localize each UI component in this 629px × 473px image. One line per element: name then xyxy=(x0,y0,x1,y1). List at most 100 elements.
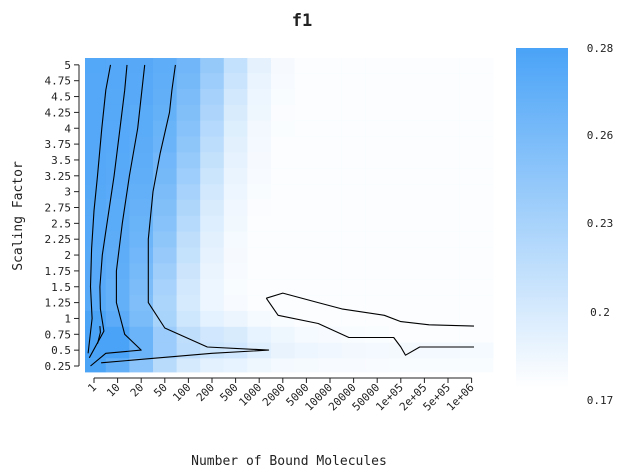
heatmap-cell xyxy=(247,72,272,89)
heatmap-cell xyxy=(294,231,319,248)
heatmap-cell xyxy=(318,278,343,296)
heatmap-cell xyxy=(200,294,225,311)
heatmap-cell xyxy=(365,136,390,153)
heatmap-cell xyxy=(365,167,390,185)
contour-line xyxy=(266,292,475,327)
y-tick-label: 3.5 xyxy=(51,154,71,167)
heatmap-cell xyxy=(271,247,295,264)
heatmap-cell xyxy=(318,310,343,327)
heatmap-cell xyxy=(389,358,413,373)
y-tick-label: 1.25 xyxy=(45,297,72,310)
heatmap-cell xyxy=(341,263,366,280)
heatmap-cell xyxy=(294,104,319,121)
heatmap-cell xyxy=(294,183,319,200)
heatmap-cell xyxy=(318,72,343,89)
heatmap-cell xyxy=(271,136,295,153)
y-tick-label: 3 xyxy=(64,186,71,199)
heatmap-cell xyxy=(247,104,272,121)
heatmap-cell xyxy=(85,120,107,137)
heatmap-cell xyxy=(247,88,272,105)
heatmap-cell xyxy=(200,88,225,105)
heatmap-cell xyxy=(412,326,437,343)
heatmap-cell xyxy=(176,326,201,343)
heatmap-cell xyxy=(412,183,437,200)
heatmap-cell xyxy=(412,88,437,105)
heatmap-cell xyxy=(223,120,248,137)
heatmap-cell xyxy=(459,342,494,359)
heatmap-cell xyxy=(459,136,494,153)
heatmap-cell xyxy=(365,72,390,89)
heatmap-cell xyxy=(365,104,390,121)
heatmap-cell xyxy=(176,310,201,327)
y-axis: 0.25 0.5 0.75 1 1.25 1.5 1.75 2 2.25 2.5 2.75 3 3.25… xyxy=(45,59,80,373)
heatmap-cell xyxy=(153,215,177,232)
heatmap-cell xyxy=(223,58,248,74)
heatmap-cell xyxy=(247,183,272,200)
heatmap-cell xyxy=(223,88,248,105)
heatmap-cell xyxy=(436,183,461,200)
y-tick-label: 1.5 xyxy=(51,281,71,294)
heatmap-cell xyxy=(153,72,177,89)
heatmap-cell xyxy=(412,358,437,373)
heatmap-cell xyxy=(318,215,343,232)
heatmap-cell xyxy=(341,72,366,89)
heatmap-cell xyxy=(129,310,154,327)
heatmap-cell xyxy=(153,263,177,280)
heatmap-cell xyxy=(247,120,272,137)
heatmap-cell xyxy=(105,263,130,280)
heatmap-cell xyxy=(200,215,225,232)
heatmap-cell xyxy=(341,231,366,248)
heatmap-cell xyxy=(176,215,201,232)
heatmap-cell xyxy=(176,263,201,280)
heatmap-cell xyxy=(129,278,154,296)
heatmap-cell xyxy=(223,358,248,373)
heatmap-cell xyxy=(105,104,130,121)
heatmap-cells xyxy=(85,58,494,373)
heatmap-cell xyxy=(389,167,413,185)
heatmap-cell xyxy=(412,167,437,185)
heatmap-cell xyxy=(153,294,177,311)
heatmap-cell xyxy=(176,120,201,137)
heatmap-cell xyxy=(294,88,319,105)
heatmap-cell xyxy=(389,120,413,137)
x-tick-label: 20 xyxy=(128,381,147,400)
heatmap-cell xyxy=(271,263,295,280)
heatmap-cell xyxy=(365,183,390,200)
colorbar-tick-label: 0.17 xyxy=(587,394,614,407)
heatmap-cell xyxy=(247,294,272,311)
heatmap-cell xyxy=(412,152,437,169)
heatmap-cell xyxy=(85,104,107,121)
heatmap-cell xyxy=(223,167,248,185)
heatmap-cell xyxy=(389,199,413,216)
heatmap-cell xyxy=(459,58,494,74)
heatmap-cell xyxy=(389,88,413,105)
heatmap-cell xyxy=(318,342,343,359)
y-tick-label: 4 xyxy=(64,122,71,135)
heatmap-cell xyxy=(129,247,154,264)
heatmap-cell xyxy=(318,247,343,264)
heatmap-cell xyxy=(436,263,461,280)
heatmap-cell xyxy=(105,326,130,343)
heatmap-cell xyxy=(436,342,461,359)
heatmap-cell xyxy=(436,247,461,264)
heatmap-cell xyxy=(436,88,461,105)
heatmap-cell xyxy=(389,342,413,359)
heatmap-cell xyxy=(459,183,494,200)
heatmap-cell xyxy=(271,326,295,343)
heatmap-cell xyxy=(389,263,413,280)
heatmap-cell xyxy=(247,215,272,232)
y-tick-label: 4.75 xyxy=(45,75,72,88)
heatmap-cell xyxy=(412,342,437,359)
heatmap-cell xyxy=(389,183,413,200)
heatmap-cell xyxy=(294,310,319,327)
heatmap-cell xyxy=(271,231,295,248)
colorbar-tick-label: 0.2 xyxy=(590,306,610,319)
heatmap-cell xyxy=(294,167,319,185)
heatmap-cell xyxy=(365,199,390,216)
heatmap-cell xyxy=(412,58,437,74)
heatmap-cell xyxy=(412,72,437,89)
heatmap-cell xyxy=(85,294,107,311)
heatmap-cell xyxy=(200,72,225,89)
heatmap-cell xyxy=(436,231,461,248)
